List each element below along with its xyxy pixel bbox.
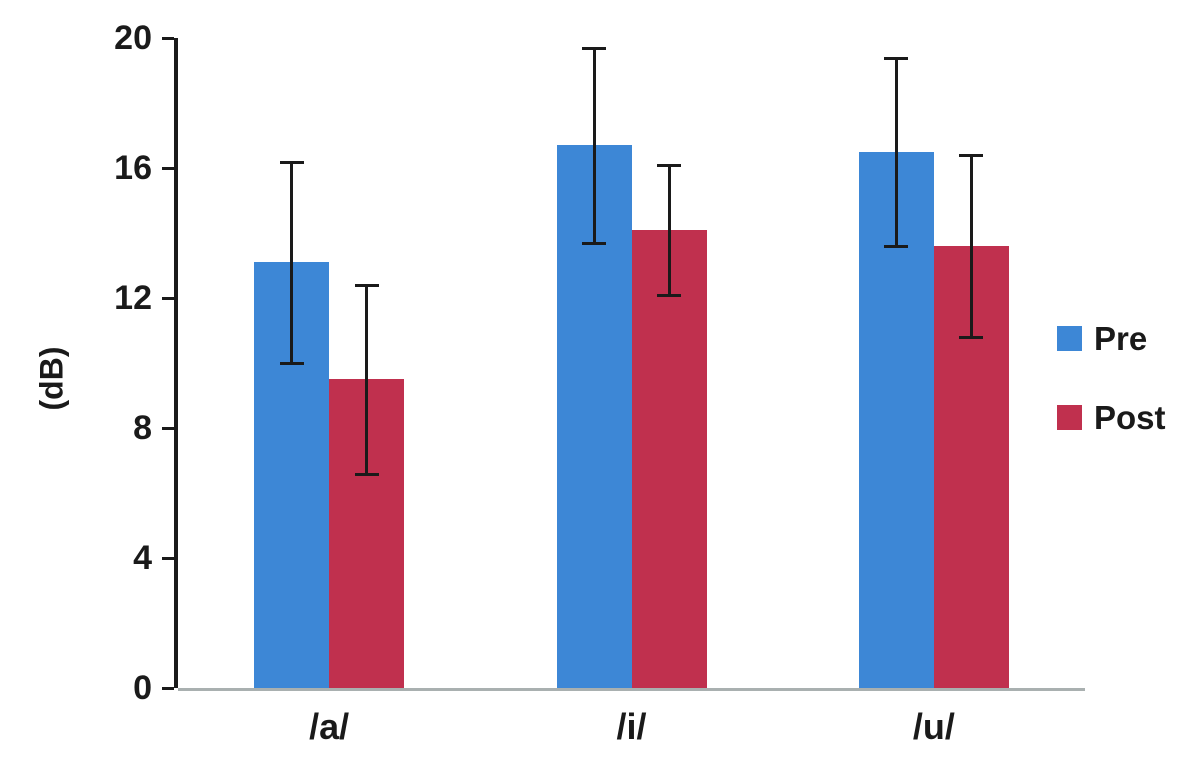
legend-item-post: Post	[1057, 401, 1166, 434]
error-bar-cap-bottom	[279, 362, 304, 365]
error-bar-cap-top	[657, 163, 681, 167]
y-tick-label: 4	[133, 539, 152, 577]
error-bar-cap-top	[582, 46, 606, 50]
error-bar-cap-top	[354, 284, 379, 287]
legend-label-pre: Pre	[1094, 320, 1148, 357]
y-tick-mark	[162, 166, 174, 170]
y-tick-label: 12	[114, 279, 152, 317]
error-bar-cap-bottom	[582, 241, 606, 245]
y-tick-mark	[162, 36, 174, 40]
y-tick-label: 8	[133, 409, 152, 447]
legend: Pre Post	[1057, 322, 1166, 480]
y-axis-title: (dB)	[33, 346, 70, 411]
y-tick-label: 16	[114, 149, 152, 187]
x-category-label: /u/	[912, 706, 955, 747]
legend-label-post: Post	[1094, 399, 1166, 436]
y-axis-line	[174, 38, 178, 688]
error-bar-line	[894, 57, 898, 246]
y-tick-mark	[162, 556, 174, 560]
error-bar-cap-top	[959, 154, 984, 157]
error-bar-line	[667, 164, 671, 295]
x-axis-line	[178, 688, 1085, 691]
x-category-label: /i/	[616, 706, 647, 747]
y-tick-label: 20	[114, 19, 152, 57]
error-bar-line	[592, 47, 596, 243]
legend-item-pre: Pre	[1057, 322, 1166, 355]
error-bar-cap-bottom	[657, 293, 681, 297]
error-bar-line	[969, 155, 973, 337]
legend-swatch-post	[1057, 405, 1082, 430]
error-bar-line	[290, 161, 294, 363]
error-bar-cap-bottom	[354, 472, 379, 476]
legend-swatch-pre	[1057, 326, 1082, 351]
error-bar-cap-top	[884, 56, 909, 60]
x-category-label: /a/	[309, 706, 350, 747]
error-bar-cap-bottom	[959, 336, 984, 339]
y-tick-label: 0	[133, 669, 152, 707]
error-bar-line	[365, 285, 369, 474]
y-tick-mark	[162, 296, 174, 300]
y-tick-mark	[162, 426, 174, 430]
y-tick-mark	[162, 686, 174, 690]
bar-post-2	[631, 229, 707, 688]
error-bar-cap-top	[279, 160, 304, 164]
error-bar-cap-bottom	[884, 245, 909, 248]
